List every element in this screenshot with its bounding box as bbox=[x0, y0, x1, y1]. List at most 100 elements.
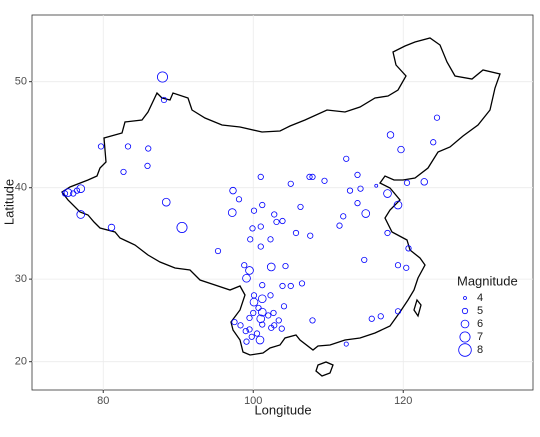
legend-symbol bbox=[463, 296, 467, 300]
legend-label: 7 bbox=[477, 331, 483, 343]
quake-point bbox=[282, 262, 289, 270]
quake-point bbox=[403, 264, 410, 271]
quake-point bbox=[76, 184, 86, 193]
quake-point bbox=[267, 236, 274, 243]
quake-point bbox=[405, 245, 412, 252]
quake-point bbox=[278, 325, 285, 332]
quake-point bbox=[393, 200, 403, 210]
quake-point bbox=[242, 327, 249, 335]
quake-point bbox=[237, 322, 244, 329]
quake-point bbox=[361, 256, 368, 264]
quake-point bbox=[287, 282, 294, 290]
quake-point bbox=[250, 207, 258, 214]
quake-point bbox=[340, 213, 347, 220]
quake-point bbox=[384, 229, 391, 237]
quake-point bbox=[97, 143, 105, 150]
quake-point bbox=[144, 162, 151, 169]
quake-point bbox=[309, 317, 316, 324]
quake-point bbox=[271, 322, 278, 329]
x-tick-label: 100 bbox=[244, 395, 262, 407]
quake-point bbox=[377, 313, 384, 320]
quake-point bbox=[292, 229, 300, 237]
quake-point bbox=[160, 96, 168, 104]
x-tick-label: 120 bbox=[394, 395, 412, 407]
quake-point bbox=[124, 143, 132, 150]
quake-point bbox=[250, 309, 257, 317]
quake-point bbox=[306, 173, 313, 180]
quake-point bbox=[70, 190, 77, 197]
quake-point bbox=[176, 221, 188, 233]
quake-point bbox=[383, 189, 392, 198]
quake-point bbox=[241, 262, 248, 269]
y-tick-label: 20 bbox=[15, 356, 27, 368]
quake-point bbox=[245, 266, 254, 275]
quake-point bbox=[336, 222, 343, 229]
legend-symbol bbox=[458, 343, 472, 357]
quake-point bbox=[61, 190, 69, 197]
china-outline bbox=[61, 37, 501, 377]
quake-point bbox=[257, 223, 264, 230]
quake-point bbox=[275, 317, 282, 324]
legend-label: 8 bbox=[477, 344, 483, 356]
quake-point bbox=[403, 179, 411, 186]
quake-point bbox=[354, 200, 361, 207]
y-tick-label: 50 bbox=[15, 76, 27, 88]
quake-point bbox=[321, 177, 328, 184]
quake-point bbox=[265, 312, 272, 319]
quake-point bbox=[433, 114, 441, 121]
quake-point bbox=[214, 247, 222, 255]
quake-point bbox=[247, 236, 254, 243]
quake-point bbox=[259, 321, 266, 328]
quake-point bbox=[145, 145, 152, 152]
legend-title: Magnitude bbox=[457, 273, 518, 288]
quake-point bbox=[246, 326, 253, 333]
quake-point bbox=[257, 307, 267, 317]
quake-point bbox=[257, 243, 264, 250]
quake-point bbox=[266, 262, 276, 272]
legend-symbol bbox=[461, 307, 469, 315]
x-tick-label: 80 bbox=[97, 395, 109, 407]
quake-point bbox=[368, 315, 375, 322]
quake-point bbox=[273, 218, 280, 226]
quake-point bbox=[280, 303, 288, 310]
quake-point bbox=[229, 186, 237, 195]
quake-point bbox=[120, 168, 127, 176]
y-tick-label: 30 bbox=[15, 273, 27, 285]
quake-point bbox=[259, 282, 266, 289]
quake-point bbox=[309, 173, 316, 180]
quake-point bbox=[259, 201, 266, 209]
quake-point bbox=[343, 341, 349, 347]
quake-point bbox=[76, 210, 86, 219]
quake-point bbox=[394, 262, 402, 269]
quake-point bbox=[256, 314, 266, 324]
quake-point bbox=[253, 330, 261, 337]
quake-point bbox=[270, 309, 277, 317]
legend-symbol bbox=[460, 319, 470, 329]
quake-point bbox=[156, 71, 168, 83]
quake-point bbox=[374, 183, 379, 188]
legend-symbol bbox=[459, 331, 471, 343]
y-tick-label: 40 bbox=[15, 182, 27, 194]
quake-point bbox=[242, 273, 251, 283]
quake-point bbox=[279, 282, 286, 290]
x-axis-title: Longitude bbox=[254, 402, 311, 417]
quake-point bbox=[257, 173, 264, 180]
quake-point bbox=[271, 211, 278, 218]
quake-point bbox=[287, 180, 294, 187]
legend-label: 4 bbox=[477, 292, 483, 304]
quake-point bbox=[297, 203, 304, 211]
quake-point bbox=[354, 171, 361, 179]
quake-point bbox=[394, 308, 402, 315]
quake-point bbox=[249, 225, 256, 232]
quake-point bbox=[243, 338, 250, 345]
panel bbox=[31, 14, 534, 391]
quake-point bbox=[161, 197, 171, 207]
quake-point bbox=[231, 318, 238, 326]
quake-point bbox=[343, 155, 350, 162]
quake-point bbox=[397, 145, 405, 154]
legend-label: 5 bbox=[477, 305, 483, 317]
quake-point bbox=[307, 232, 314, 239]
quake-point bbox=[255, 335, 265, 345]
